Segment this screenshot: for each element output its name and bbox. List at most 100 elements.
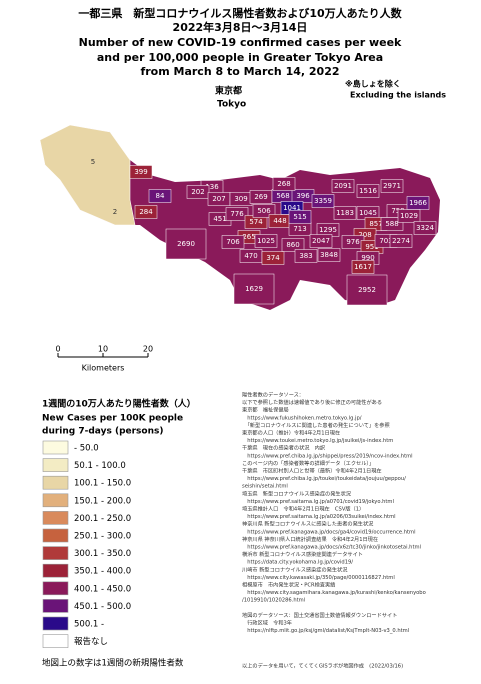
- source-line: 東京都 福祉保健局: [242, 406, 289, 414]
- legend-swatch: [42, 616, 69, 631]
- legend-swatch: [42, 546, 69, 560]
- region: [294, 249, 318, 263]
- region-label: 2690: [177, 240, 195, 248]
- legend-label: 400.1 - 450.0: [74, 584, 131, 594]
- title-en: from March 8 to March 14, 2022: [140, 65, 339, 78]
- footer: 地図上の数字は1週間の新規陽性者数: [42, 658, 184, 669]
- region-label: 857: [369, 220, 382, 228]
- region-label: 84: [156, 192, 165, 200]
- legend-label: 350.1 - 400.0: [74, 567, 131, 577]
- region-label: 706: [226, 238, 240, 246]
- region-label: 860: [286, 241, 299, 249]
- legend-swatch: [42, 440, 69, 455]
- legend-label: - 50.0: [74, 444, 99, 454]
- region: [317, 248, 341, 262]
- scale-label: 0: [55, 345, 60, 354]
- legend-swatch: [42, 581, 69, 596]
- region: [389, 234, 413, 248]
- source-line: https://nlftp.mlit.go.jp/ksj/gml/datalis…: [242, 628, 409, 634]
- legend-swatch: [42, 563, 69, 578]
- region-label: 268: [277, 180, 290, 188]
- legend-swatch: [42, 475, 69, 490]
- source-line: /1019910/1020286.html: [242, 598, 305, 604]
- region-label: 1045: [359, 209, 377, 217]
- region-label: 990: [361, 254, 374, 262]
- region: [413, 221, 437, 235]
- source-line: https://www.pref.kanagawa.jp/docs/x6z/tc…: [242, 545, 421, 551]
- region-label: 3848: [320, 251, 338, 259]
- region-label: 2: [113, 208, 117, 216]
- region-label: 202: [191, 188, 204, 196]
- region: [221, 235, 245, 249]
- region-label: 1025: [257, 237, 275, 245]
- region-label: 208: [358, 231, 371, 239]
- region-label: 1295: [319, 226, 337, 234]
- region-label: 776: [230, 210, 244, 218]
- region: [233, 273, 275, 305]
- source-line: https://www.pref.saitama.lg.jp/a0206/03s…: [242, 514, 396, 520]
- region-label: 2971: [383, 182, 401, 190]
- source-line: https://www.city.kawasaki.jp/350/page/00…: [242, 575, 395, 581]
- region: [165, 228, 207, 260]
- legend-label: 150.1 - 200.0: [74, 496, 131, 506]
- region-label: 568: [276, 192, 289, 200]
- region-label: 1629: [245, 285, 263, 293]
- region: [281, 238, 305, 252]
- region-label: 515: [293, 213, 306, 221]
- source-line: このページ内の「感染者数等の詳細データ（エクセル）」: [242, 459, 374, 467]
- region-label: 451: [213, 215, 226, 223]
- source-line: https://www.city.sagamihara.kanagawa.jp/…: [242, 590, 426, 596]
- note-jp: ※島しょを除く: [345, 79, 401, 89]
- region-label: 284: [139, 208, 153, 216]
- region: [186, 185, 210, 199]
- title-en: and per 100,000 people in Greater Tokyo …: [97, 51, 383, 64]
- region: [351, 260, 375, 274]
- region-label: 470: [244, 252, 257, 260]
- region: [333, 206, 357, 220]
- legend-label: 300.1 - 350.0: [74, 549, 131, 559]
- source-line: 「新型コロナウイルスに関連した患者の発生について」を参照: [242, 421, 390, 429]
- region: [225, 207, 249, 221]
- legend-label: 100.1 - 150.0: [74, 479, 131, 489]
- scale-label: 10: [98, 345, 108, 354]
- source-line: 川崎市 新型コロナウイルス感染症の発生状況: [242, 565, 347, 573]
- source-line: https://www.pref.chiba.lg.jp/toukei/touk…: [242, 476, 406, 482]
- source-line: https://www.pref.saitama.lg.jp/a0701/cov…: [242, 499, 394, 505]
- map-west: [39, 124, 136, 226]
- region-label: 703: [379, 237, 392, 245]
- legend-swatch: [42, 634, 69, 648]
- scale-label: 20: [143, 345, 153, 354]
- region: [380, 179, 404, 193]
- region-label: 207: [212, 195, 225, 203]
- area-jp: 東京都: [215, 85, 242, 97]
- title-jp: 一都三県 新型コロナウイルス陽性者数および10万人あたり人数: [78, 6, 402, 20]
- legend-label: 250.1 - 300.0: [74, 532, 131, 542]
- source-line: 陽性者数のデータソース：: [242, 391, 304, 399]
- region: [288, 210, 312, 224]
- region-label: 506: [257, 207, 271, 215]
- region-label: 2274: [392, 237, 410, 245]
- region: [397, 209, 421, 223]
- legend-swatch: [42, 493, 69, 508]
- region-label: 1183: [336, 209, 354, 217]
- region: [272, 177, 296, 191]
- region: [261, 251, 285, 265]
- legend-swatch: [42, 599, 69, 613]
- region: [346, 274, 388, 306]
- region-label: 1029: [400, 212, 418, 220]
- legend-swatch: [42, 458, 69, 472]
- credit: 以上のデータを用いて，てくてくGISラボが地図作成 (2022/03/16): [242, 662, 403, 670]
- legend-label: 200.1 - 250.0: [74, 514, 131, 524]
- source-line: https://www.pref.kanagawa.jp/docs/ga4/co…: [242, 529, 416, 535]
- region-label: 5: [91, 158, 95, 166]
- region-label: 1617: [354, 263, 372, 271]
- region-label: 396: [296, 192, 310, 200]
- source-line: 埼玉県 新型コロナウイルス感染症の発生状況: [242, 489, 351, 497]
- legend-title: 1週間の10万人あたり陽性者数（人）: [42, 398, 196, 410]
- region-label: 136: [205, 183, 219, 191]
- region: [134, 205, 158, 219]
- region-label: 383: [299, 252, 312, 260]
- legend-title: during 7-days (persons): [42, 427, 163, 437]
